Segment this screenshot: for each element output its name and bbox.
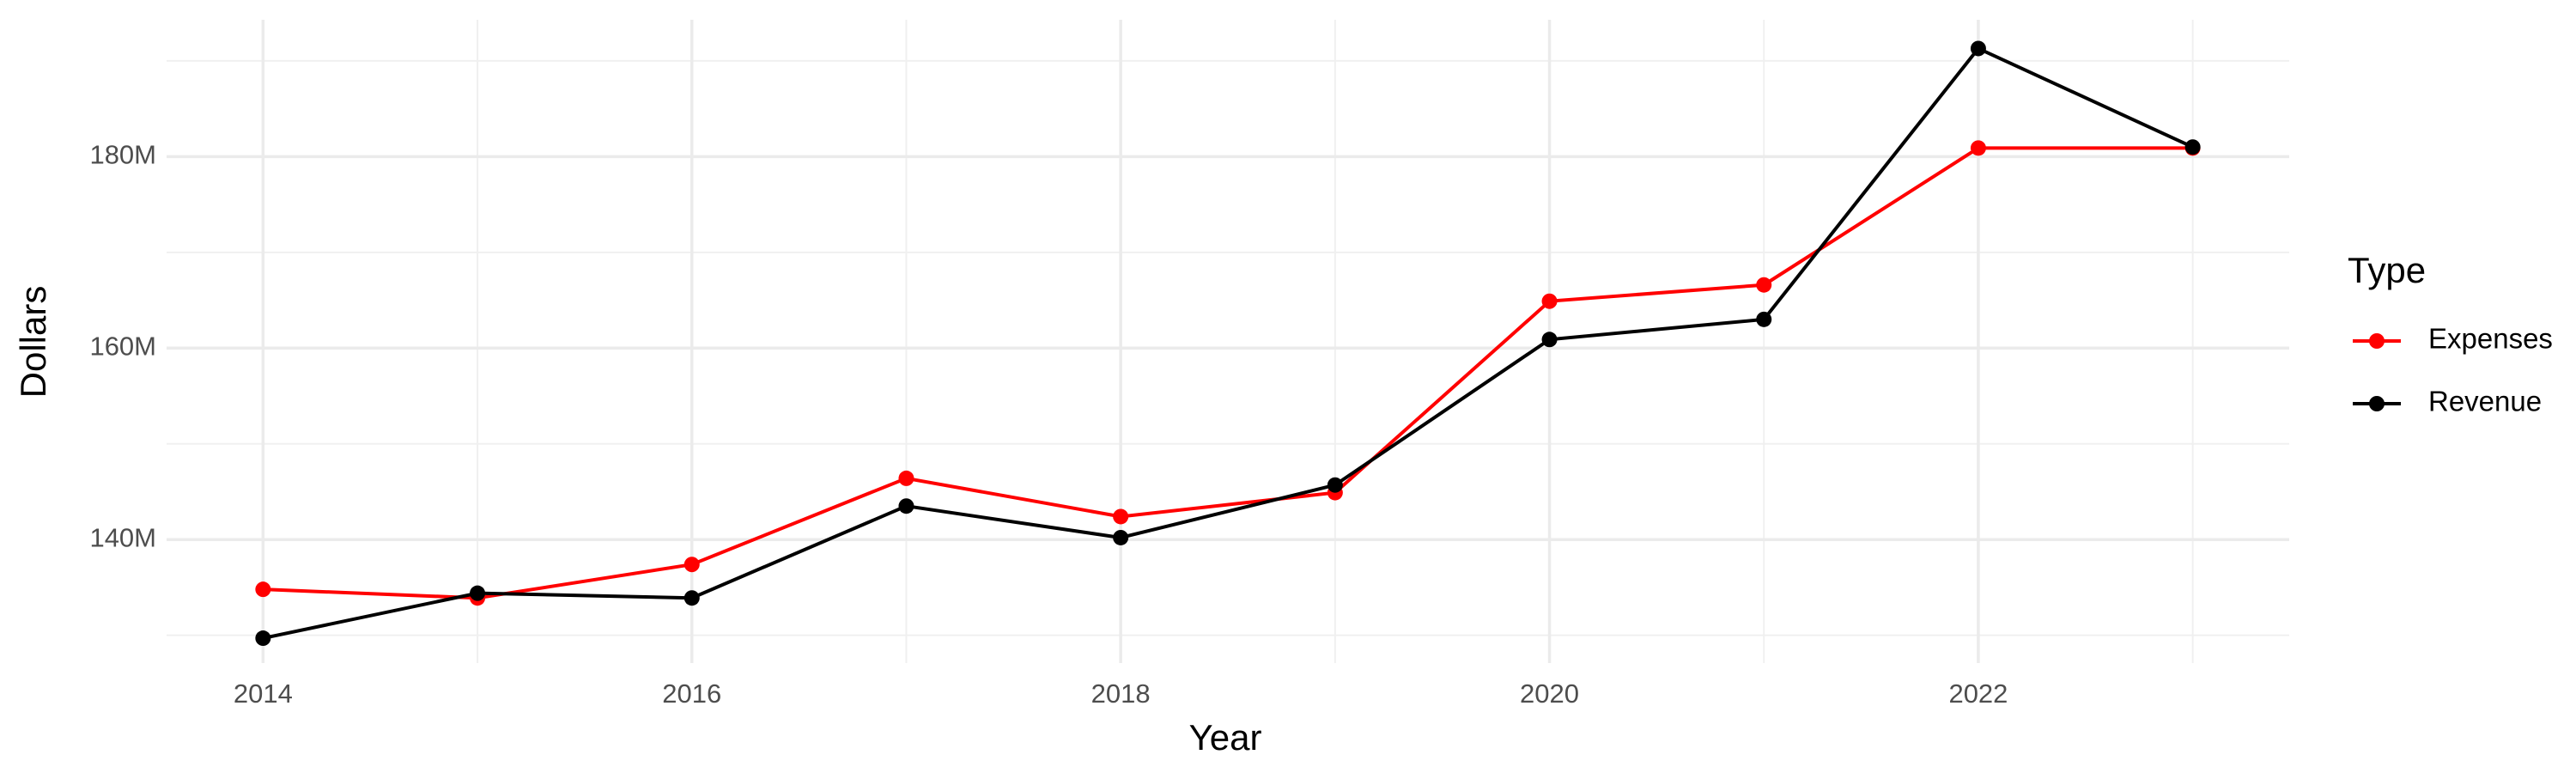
x-tick-label: 2016 (662, 679, 721, 709)
data-point (1113, 508, 1129, 525)
data-point (255, 581, 271, 598)
data-point (683, 590, 700, 606)
data-point (470, 585, 486, 601)
data-point (898, 470, 914, 486)
legend-label: Revenue (2428, 386, 2542, 417)
data-point (255, 630, 271, 647)
legend-key-point (2369, 396, 2385, 411)
y-axis-label: Dollars (13, 286, 53, 399)
data-point (1970, 140, 1986, 156)
data-point (1113, 529, 1129, 545)
legend-title: Type (2348, 250, 2426, 290)
data-point (1970, 40, 1986, 57)
data-point (683, 557, 700, 573)
data-point (898, 498, 914, 514)
series-line (263, 146, 2193, 600)
data-point (2184, 139, 2201, 155)
x-tick-label: 2022 (1948, 679, 2008, 709)
x-tick-label: 2018 (1091, 679, 1151, 709)
data-point (1541, 293, 1558, 309)
x-tick-label: 2020 (1520, 679, 1579, 709)
data-point (1327, 477, 1343, 493)
legend-key-point (2369, 333, 2385, 349)
y-tick-label: 140M (89, 522, 156, 552)
data-point (1756, 277, 1772, 293)
data-point (1541, 332, 1558, 348)
series-line (262, 46, 2194, 640)
x-axis-label: Year (1189, 717, 1262, 758)
data-point (1756, 311, 1772, 327)
y-tick-label: 180M (89, 140, 156, 170)
x-tick-label: 2014 (234, 679, 293, 709)
y-tick-label: 160M (89, 331, 156, 361)
legend-label: Expenses (2428, 323, 2553, 355)
